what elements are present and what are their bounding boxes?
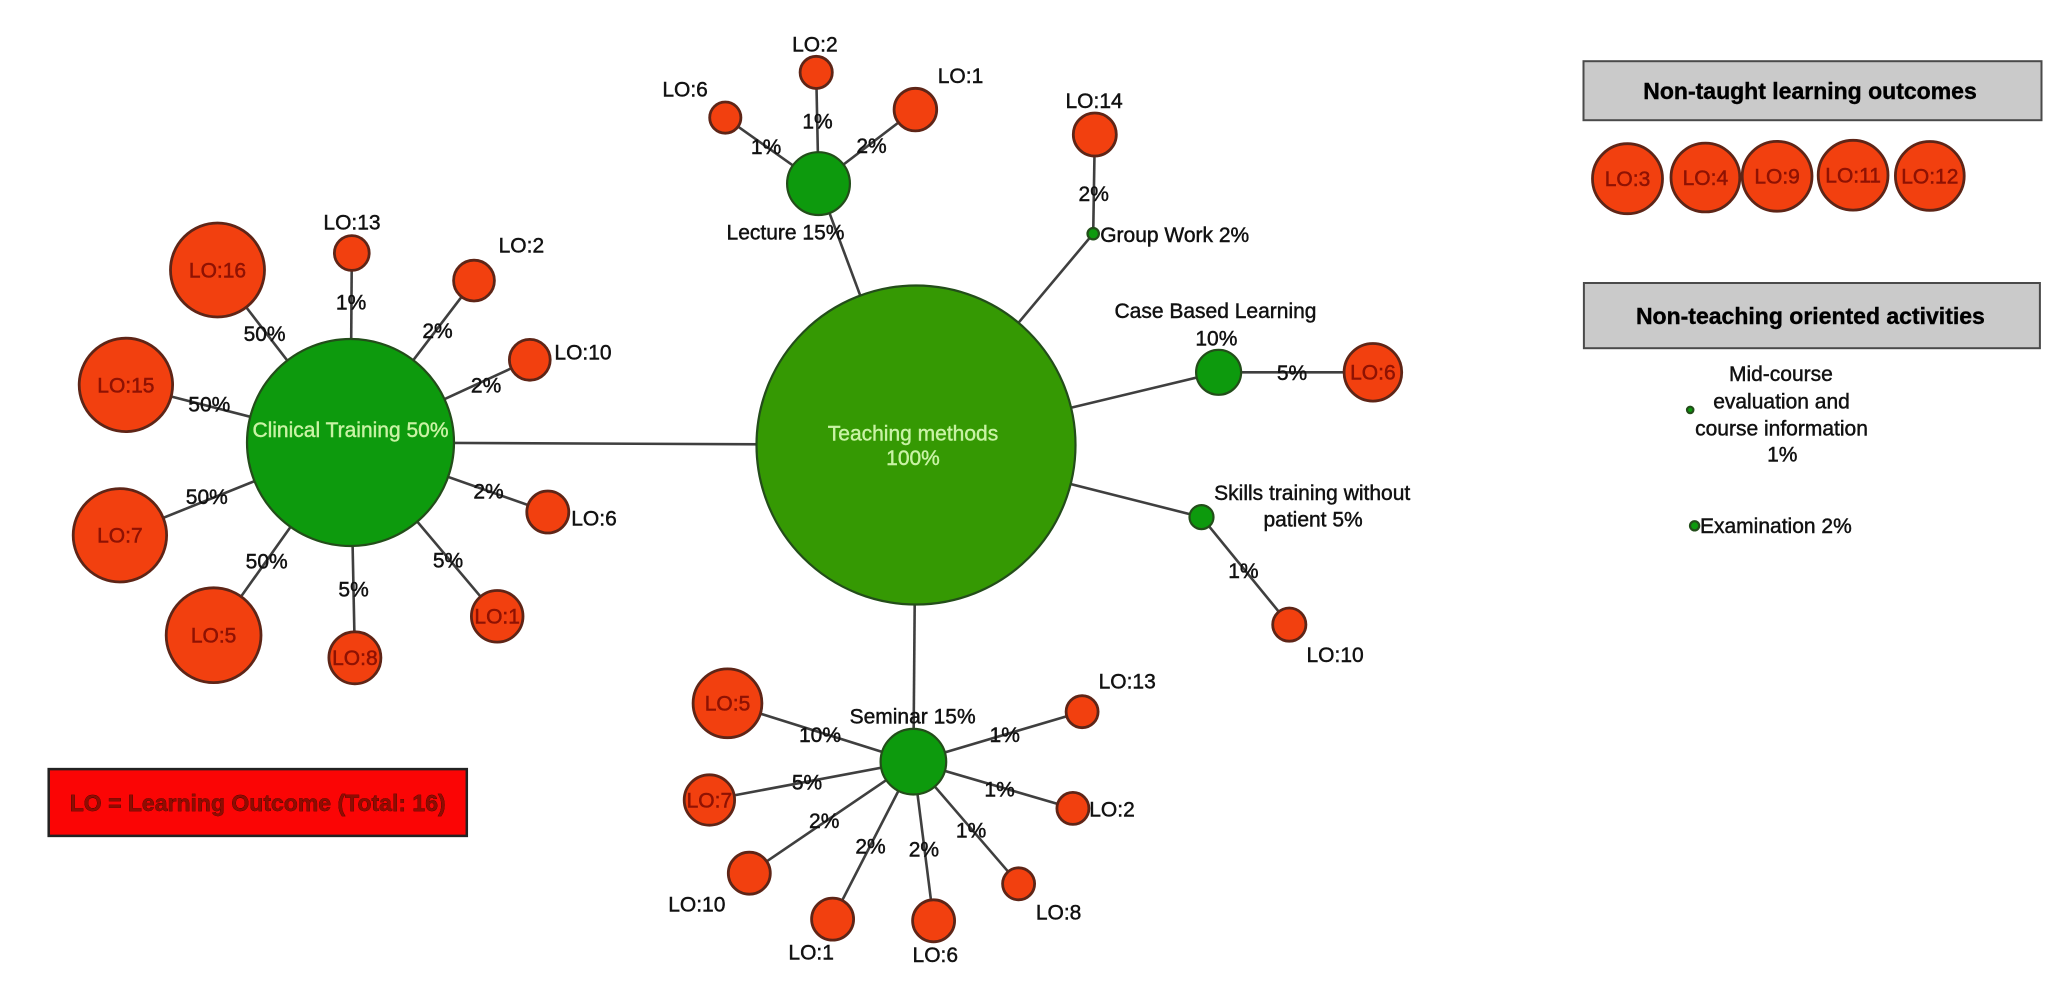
svg-text:2%: 2% [909,839,939,862]
svg-text:LO:11: LO:11 [1825,165,1881,188]
svg-text:LO:13: LO:13 [1099,670,1156,693]
svg-text:50%: 50% [246,551,288,574]
svg-text:10%: 10% [799,724,841,747]
svg-text:LO:14: LO:14 [1065,90,1123,113]
svg-text:LO:8: LO:8 [332,647,378,670]
svg-text:100%: 100% [886,447,940,470]
svg-text:2%: 2% [855,835,885,858]
svg-text:LO:15: LO:15 [97,374,154,397]
svg-text:Non-taught learning outcomes: Non-taught learning outcomes [1643,78,1977,104]
svg-text:Teaching methods: Teaching methods [828,422,998,445]
svg-text:Group Work 2%: Group Work 2% [1100,224,1249,247]
svg-text:LO:10: LO:10 [1306,644,1363,667]
svg-text:LO:5: LO:5 [705,693,751,716]
svg-text:10%: 10% [1195,328,1237,351]
svg-text:LO:10: LO:10 [668,893,725,916]
svg-text:LO:7: LO:7 [97,525,143,548]
svg-text:50%: 50% [186,486,228,509]
svg-text:Case Based Learning: Case Based Learning [1115,300,1317,323]
svg-text:Lecture 15%: Lecture 15% [727,222,845,245]
svg-text:Non-teaching oriented activiti: Non-teaching oriented activities [1636,303,1985,329]
svg-text:5%: 5% [338,579,368,602]
svg-text:1%: 1% [990,724,1020,747]
svg-text:50%: 50% [188,394,230,417]
svg-text:2%: 2% [422,320,452,343]
svg-text:LO:4: LO:4 [1683,167,1729,190]
svg-text:5%: 5% [433,549,463,572]
svg-text:LO:6: LO:6 [1350,362,1396,385]
svg-text:LO:1: LO:1 [788,941,834,964]
svg-text:LO:8: LO:8 [1036,902,1082,925]
svg-text:2%: 2% [809,810,839,833]
svg-text:2%: 2% [473,480,503,503]
svg-text:Examination 2%: Examination 2% [1700,515,1852,538]
svg-text:Mid-course: Mid-course [1729,363,1833,386]
svg-text:LO:2: LO:2 [499,234,545,257]
svg-text:2%: 2% [1079,183,1109,206]
svg-text:LO:12: LO:12 [1901,165,1958,188]
svg-text:LO:6: LO:6 [571,507,617,530]
svg-text:LO:2: LO:2 [1089,799,1135,822]
svg-text:course information: course information [1695,417,1868,440]
svg-text:1%: 1% [984,779,1014,802]
svg-text:Clinical Training 50%: Clinical Training 50% [252,419,448,442]
svg-text:LO:1: LO:1 [938,65,984,88]
svg-text:2%: 2% [471,374,501,397]
svg-text:1%: 1% [336,292,366,315]
svg-text:evaluation and: evaluation and [1713,390,1850,413]
svg-text:Seminar 15%: Seminar 15% [850,705,976,728]
svg-text:LO:9: LO:9 [1754,166,1800,189]
svg-text:1%: 1% [1767,443,1797,466]
svg-text:LO:2: LO:2 [792,34,838,57]
svg-text:LO:13: LO:13 [323,211,380,234]
svg-text:2%: 2% [856,135,886,158]
svg-text:1%: 1% [956,820,986,843]
svg-text:LO:6: LO:6 [913,944,959,967]
svg-text:LO:16: LO:16 [189,259,246,282]
svg-text:LO:1: LO:1 [474,606,520,629]
svg-text:LO:10: LO:10 [554,341,611,364]
svg-text:LO:6: LO:6 [662,79,708,102]
svg-text:Skills training without: Skills training without [1214,482,1410,505]
svg-text:patient 5%: patient 5% [1263,508,1362,531]
svg-text:LO:3: LO:3 [1605,168,1651,191]
svg-text:1%: 1% [751,136,781,159]
svg-text:LO = Learning Outcome (Total:: LO = Learning Outcome (Total: 16) [70,790,446,816]
svg-text:LO:7: LO:7 [687,789,733,812]
svg-text:LO:5: LO:5 [191,625,237,648]
svg-text:50%: 50% [244,323,286,346]
svg-text:1%: 1% [1228,560,1258,583]
svg-text:1%: 1% [802,111,832,134]
svg-text:5%: 5% [792,771,822,794]
svg-text:5%: 5% [1277,362,1307,385]
